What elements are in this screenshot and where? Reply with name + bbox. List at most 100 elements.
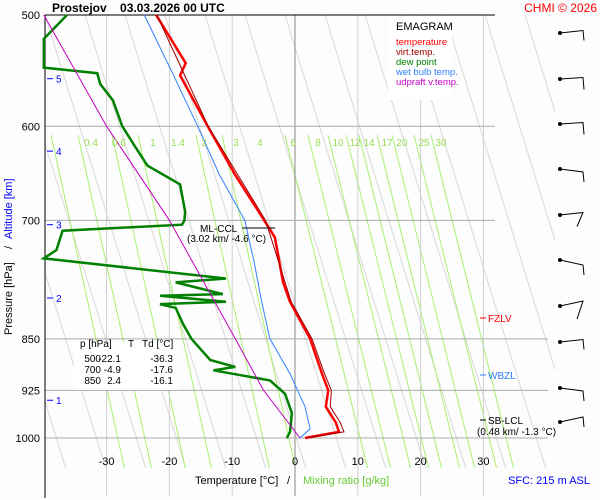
y-tick-label: 500	[22, 10, 40, 22]
dry-adiabat	[524, 15, 555, 114]
table-box	[74, 342, 178, 390]
wind-barb	[559, 416, 585, 428]
dry-adiabat	[45, 15, 187, 468]
mixing-ratio-label: 4	[257, 138, 263, 149]
grid	[44, 14, 600, 498]
dry-adiabat	[124, 15, 267, 468]
altitude-tick-label: 3	[56, 221, 62, 232]
fzlv-label: FZLV	[488, 314, 512, 325]
legend-box	[388, 16, 452, 100]
mixing-ratio-label: 10	[332, 138, 344, 149]
dry-adiabat	[204, 15, 347, 468]
wind-barb	[559, 211, 584, 227]
wind-barb	[559, 387, 585, 402]
mixing-ratio-line	[195, 134, 270, 468]
sblcl-label: SB-LCL	[488, 416, 523, 427]
series-temperature	[155, 14, 341, 440]
wind-barb	[559, 76, 585, 90]
dry-adiabat	[565, 15, 600, 498]
wind-barbs	[558, 29, 585, 428]
series-udpraft-v-temp-	[43, 14, 301, 439]
dry-adiabat	[444, 15, 555, 371]
x-tick-label: 30	[477, 456, 489, 468]
mixing-ratio-line	[50, 134, 125, 468]
legend-item: temperature	[396, 37, 447, 48]
x-axis-sep: /	[287, 475, 291, 487]
dry-adiabat	[484, 15, 555, 243]
x-axis-label-mixing: Mixing ratio [g/kg]	[303, 475, 389, 487]
mixing-ratio-label: 3	[233, 138, 239, 149]
dry-adiabat	[45, 399, 67, 468]
table-cell: -17.6	[150, 365, 173, 376]
altitude-tick-label: 5	[56, 75, 62, 86]
mixing-ratio-label: 1.4	[171, 138, 185, 149]
mixing-ratio-line	[221, 134, 296, 468]
mixing-ratio-label: 0.4	[84, 138, 98, 149]
mixing-ratio-label: 0.6	[112, 138, 126, 149]
legend-item: wet bulb temp.	[395, 67, 458, 78]
series-virt-temp-	[156, 14, 345, 439]
mixing-ratio-line	[391, 134, 476, 468]
x-tick-label: -20	[161, 456, 177, 468]
table-header: T	[128, 339, 134, 350]
y-axis-label-altitude: Altitude [km]	[3, 178, 15, 239]
table-header: Td [°C]	[142, 339, 173, 350]
dry-adiabat	[324, 15, 467, 468]
x-tick-label: -30	[99, 456, 115, 468]
mixing-ratio-label: 14	[363, 138, 375, 149]
mixing-ratio-label: 25	[418, 138, 430, 149]
mixing-ratio-label: 17	[381, 138, 393, 149]
sounding-table: p [hPa] T Td [°C] 500-22.1 -36.3 700 -4.9 -17.6…	[80, 339, 173, 387]
chart-title: Prostejov 03.03.2026 00 UTC	[52, 1, 225, 15]
wind-barb	[559, 121, 585, 135]
wind-barb	[559, 29, 585, 41]
table-cell: 850	[84, 376, 101, 387]
y-tick-label: 850	[22, 334, 40, 346]
wbzl-label: WBZL	[488, 371, 516, 382]
surface-info: SFC: 215 m ASL	[508, 475, 590, 487]
mixing-ratio-label: 12	[349, 138, 361, 149]
legend-title: EMAGRAM	[396, 21, 453, 33]
dry-adiabat	[284, 15, 427, 468]
copyright: CHMI © 2026	[524, 1, 597, 15]
wind-barb	[559, 300, 584, 320]
wind-barb	[559, 338, 585, 350]
wind-barb	[559, 168, 585, 183]
table-cell: -16.1	[150, 376, 173, 387]
y-tick-label: 600	[22, 121, 40, 133]
mixing-ratio-label: 30	[435, 138, 447, 149]
x-tick-label: 20	[414, 456, 426, 468]
altitude-tick-label: 1	[56, 396, 62, 407]
mixing-ratio-label: 8	[315, 138, 321, 149]
dry-adiabat	[244, 15, 387, 468]
series-lines	[40, 14, 345, 440]
table-cell: -36.3	[150, 354, 173, 365]
table-cell: -22.1	[98, 354, 121, 365]
x-tick-label: 0	[292, 456, 298, 468]
series-wet-bulb-temp-	[143, 14, 311, 439]
table-cell: 700	[84, 365, 101, 376]
table-cell: -4.9	[104, 365, 122, 376]
x-axis-label: Temperature [°C]	[195, 475, 278, 487]
dry-adiabat	[45, 270, 107, 468]
mixing-ratio-line	[77, 134, 152, 468]
sblcl-info: (0.48 km/ -1.3 °C)	[477, 427, 556, 438]
table-cell: 500	[84, 354, 101, 365]
dry-adiabat	[45, 142, 147, 468]
mlccl-label: ML-CCL	[200, 224, 238, 235]
x-tick-label: -10	[224, 456, 240, 468]
x-tick-label: 10	[352, 456, 364, 468]
dry-adiabat	[84, 15, 227, 468]
y-tick-label: 1000	[16, 433, 40, 445]
legend-item: virt.temp.	[396, 47, 435, 58]
table-header: p [hPa]	[80, 339, 112, 350]
legend-item: dew point	[396, 57, 437, 68]
y-axis-sep: /	[3, 245, 15, 249]
wind-barb	[559, 259, 585, 276]
mixing-ratio-label: 2	[201, 138, 207, 149]
mixing-ratio-label: 20	[396, 138, 408, 149]
mlccl-info: (3.02 km/ -4.6 °C)	[187, 234, 266, 245]
